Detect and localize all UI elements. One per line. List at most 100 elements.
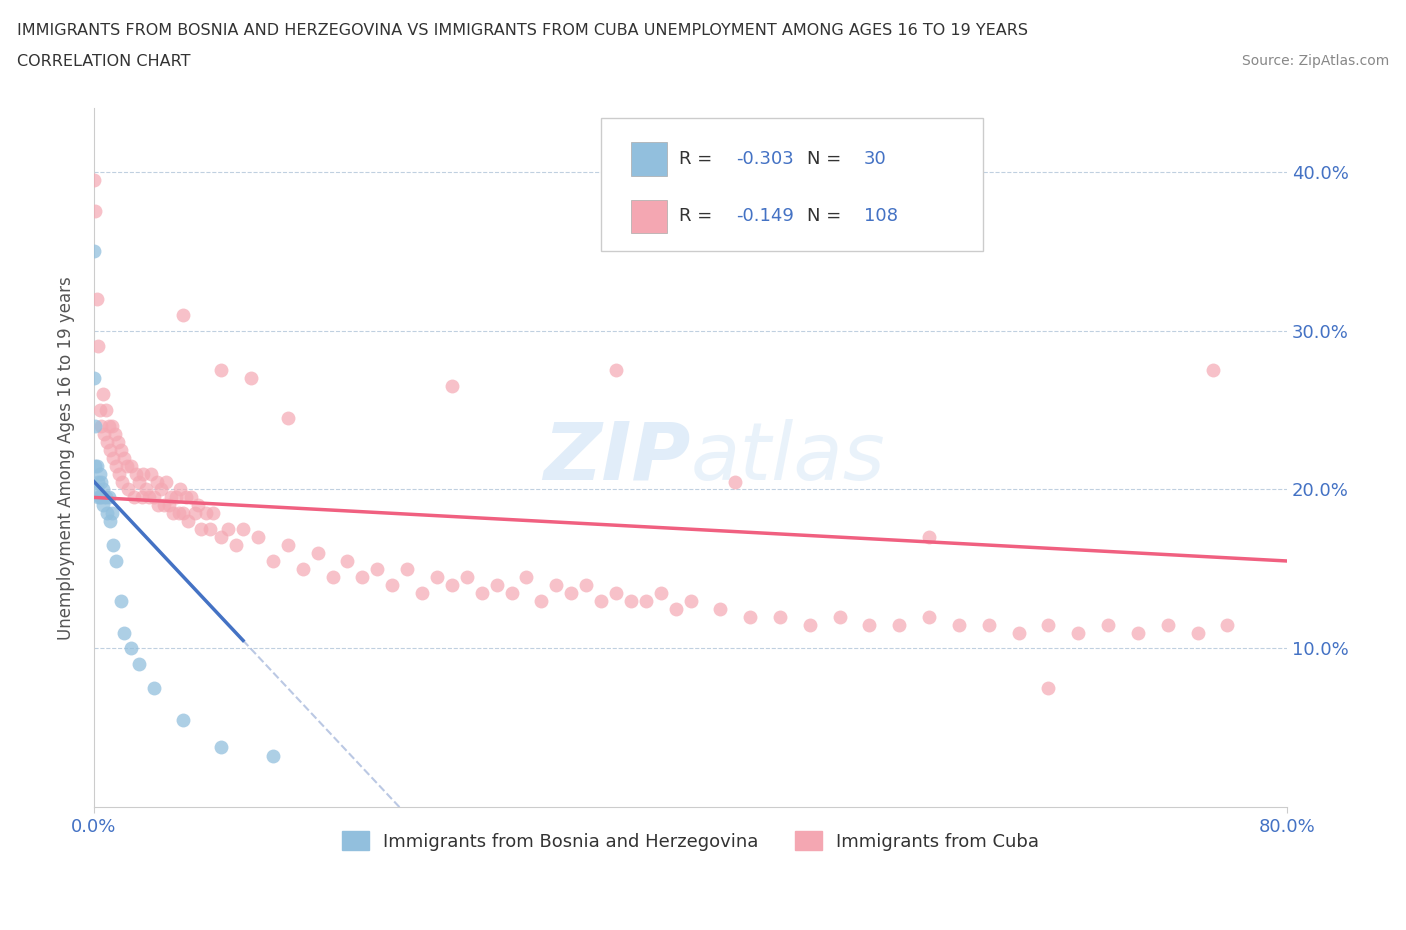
Point (530, 593, 553, 608)
Point (131, 490, 153, 505)
Point (858, 618, 880, 632)
Point (1126, 625, 1149, 640)
Point (1157, 618, 1180, 632)
Point (101, 418, 124, 433)
Point (83, 244, 105, 259)
Point (167, 506, 190, 521)
Point (120, 458, 142, 473)
Point (94, 403, 117, 418)
Point (799, 618, 821, 632)
Point (471, 585, 494, 600)
Point (1067, 625, 1090, 640)
Point (153, 498, 176, 512)
Point (262, 553, 284, 568)
Point (96, 506, 118, 521)
Point (546, 578, 568, 592)
Point (560, 585, 582, 600)
Point (105, 553, 128, 568)
Point (172, 307, 194, 322)
Point (157, 498, 180, 512)
Point (84, 418, 107, 433)
Point (146, 498, 169, 512)
Point (142, 490, 165, 505)
Point (184, 506, 207, 521)
Point (262, 749, 284, 764)
Point (381, 578, 404, 592)
Text: -0.149: -0.149 (735, 207, 794, 225)
FancyBboxPatch shape (631, 200, 666, 233)
Point (605, 585, 627, 600)
Point (86, 458, 108, 473)
Point (112, 450, 135, 465)
Point (128, 657, 150, 671)
Point (620, 593, 643, 608)
Point (1038, 681, 1060, 696)
Point (232, 522, 254, 537)
Point (101, 506, 124, 521)
Point (918, 609, 941, 624)
Point (96, 434, 118, 449)
Legend: Immigrants from Bosnia and Herzegovina, Immigrants from Cuba: Immigrants from Bosnia and Herzegovina, … (335, 824, 1046, 857)
Point (187, 498, 209, 512)
Point (105, 458, 128, 473)
Point (740, 609, 762, 624)
Point (112, 625, 135, 640)
Point (103, 450, 125, 465)
Point (83, 371, 105, 386)
Point (120, 641, 142, 656)
Point (90, 490, 112, 505)
Point (139, 466, 162, 481)
Point (86, 482, 108, 497)
Point (1216, 618, 1239, 632)
Point (1038, 618, 1060, 632)
Point (93, 490, 115, 505)
Point (605, 363, 627, 378)
Point (90, 418, 112, 433)
Point (209, 530, 232, 545)
Point (769, 609, 792, 624)
Point (209, 363, 232, 378)
Point (122, 490, 145, 505)
Point (426, 569, 449, 584)
Point (177, 513, 200, 528)
Point (1097, 618, 1119, 632)
Point (650, 585, 672, 600)
Point (200, 522, 222, 537)
Point (246, 530, 269, 545)
Point (485, 578, 508, 592)
Point (98, 443, 121, 458)
Point (94, 490, 117, 505)
Point (97, 490, 120, 505)
Text: atlas: atlas (690, 418, 886, 497)
Text: ZIP: ZIP (543, 418, 690, 497)
Point (411, 585, 433, 600)
Point (103, 538, 125, 552)
Point (291, 562, 314, 577)
Point (277, 538, 299, 552)
Point (176, 490, 198, 505)
Point (89, 490, 111, 505)
Point (128, 474, 150, 489)
Point (93, 426, 115, 441)
Point (225, 538, 247, 552)
Point (440, 379, 463, 393)
Point (180, 490, 202, 505)
Point (194, 506, 217, 521)
Text: CORRELATION CHART: CORRELATION CHART (17, 54, 190, 69)
Point (91, 387, 114, 402)
Point (918, 530, 941, 545)
Point (322, 569, 344, 584)
Point (977, 618, 1000, 632)
Point (108, 466, 131, 481)
Point (634, 593, 657, 608)
Point (1201, 363, 1223, 378)
Text: 30: 30 (863, 150, 886, 168)
Point (202, 506, 225, 521)
Point (98, 513, 121, 528)
Point (709, 601, 731, 616)
Point (155, 474, 177, 489)
Point (132, 466, 155, 481)
Point (84, 204, 107, 219)
Point (90, 474, 112, 489)
Point (165, 490, 187, 505)
